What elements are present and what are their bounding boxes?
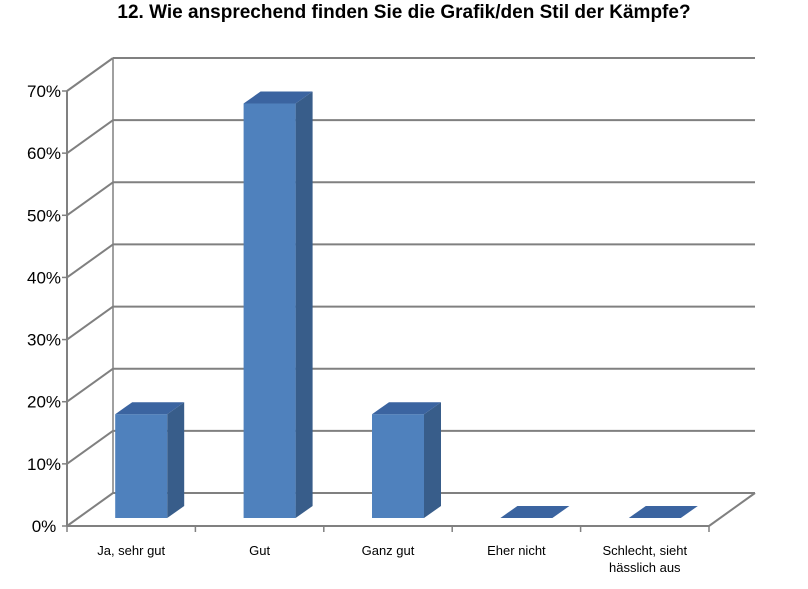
x-category-label: Eher nicht — [487, 543, 546, 558]
y-tick-label: 50% — [27, 206, 61, 225]
gridline-side — [66, 430, 114, 465]
bar-side — [424, 402, 441, 518]
bar-top — [243, 91, 313, 104]
gridline-side — [66, 181, 114, 217]
floor-right-edge — [708, 492, 756, 527]
x-category-label: Schlecht, sieht — [603, 543, 688, 558]
bar-top — [372, 402, 441, 415]
x-category-labels: Ja, sehr gut Gut Ganz gut Eher nicht Schlech… — [97, 543, 687, 575]
x-category-label: Ja, sehr gut — [97, 543, 165, 558]
axes — [62, 58, 756, 532]
chart-title: 12. Wie ansprechend finden Sie die Grafi… — [117, 2, 691, 23]
y-tick-label: 20% — [27, 393, 61, 412]
x-category-label: Gut — [249, 543, 270, 558]
gridline-side — [66, 57, 114, 92]
y-tick-label: 30% — [27, 331, 61, 350]
y-tick-label: 10% — [27, 455, 61, 474]
x-category-label: hässlich aus — [609, 560, 681, 575]
bar-side — [295, 91, 313, 518]
y-tick-label: 0% — [32, 517, 57, 536]
y-tick-labels: 0% 10% 20% 30% 40% 50% 60% 70% — [27, 82, 61, 536]
bar — [243, 103, 296, 518]
gridline-side — [66, 119, 114, 154]
y-tick-label: 70% — [27, 82, 61, 101]
bar — [372, 414, 424, 518]
bar-side — [167, 402, 185, 518]
gridline-side — [66, 305, 114, 341]
x-category-label: Ganz gut — [362, 543, 415, 558]
gridline-side — [66, 492, 114, 527]
bar-top — [500, 506, 570, 518]
bars — [115, 91, 698, 518]
bar — [115, 414, 168, 518]
gridline-side — [66, 367, 114, 403]
y-tick-label: 60% — [27, 144, 61, 163]
bar-top — [115, 402, 185, 415]
gridline-side — [66, 243, 114, 279]
bar-top — [628, 506, 698, 518]
y-tick-label: 40% — [27, 268, 61, 287]
